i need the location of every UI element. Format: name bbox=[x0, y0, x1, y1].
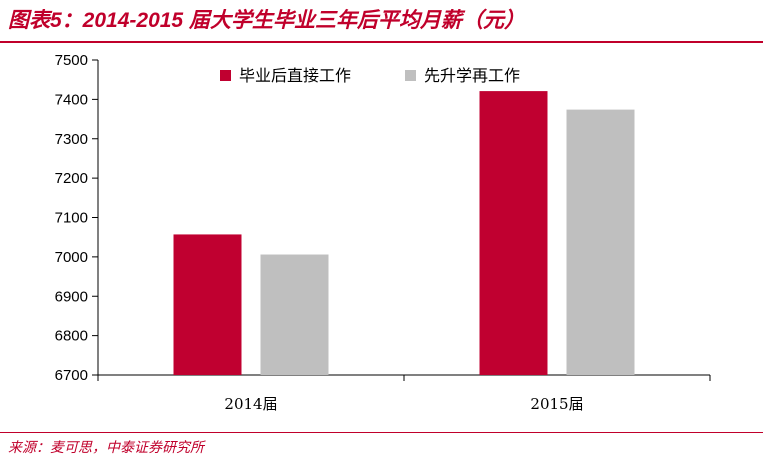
legend-label: 毕业后直接工作 bbox=[239, 66, 351, 85]
title-divider bbox=[0, 41, 763, 43]
source-note: 来源：麦可思，中泰证券研究所 bbox=[8, 440, 204, 456]
legend-label: 先升学再工作 bbox=[424, 66, 520, 85]
x-tick-label: 2014届 bbox=[224, 395, 277, 413]
page-title: 图表5：2014-2015 届大学生毕业三年后平均月薪（元） bbox=[8, 9, 525, 32]
bar bbox=[479, 91, 548, 375]
x-tick-label: 2015届 bbox=[530, 395, 583, 413]
y-tick-label: 6900 bbox=[55, 288, 88, 305]
y-tick-label: 7500 bbox=[55, 52, 88, 69]
legend-swatch bbox=[220, 70, 231, 81]
bar bbox=[260, 254, 329, 375]
y-tick-label: 6800 bbox=[55, 328, 88, 345]
y-tick-label: 7000 bbox=[55, 249, 88, 266]
y-tick-label: 7200 bbox=[55, 170, 88, 187]
y-tick-label: 7300 bbox=[55, 131, 88, 148]
bar bbox=[173, 234, 242, 375]
source-divider bbox=[0, 432, 763, 433]
y-tick-label: 7400 bbox=[55, 91, 88, 108]
bar-chart: 6700 6800 6900 7000 7100 7200 7300 7400 7500 2014… bbox=[55, 52, 711, 413]
y-tick-label: 6700 bbox=[55, 367, 88, 384]
bar bbox=[566, 109, 635, 376]
legend-swatch bbox=[405, 70, 416, 81]
y-tick-label: 7100 bbox=[55, 210, 88, 227]
